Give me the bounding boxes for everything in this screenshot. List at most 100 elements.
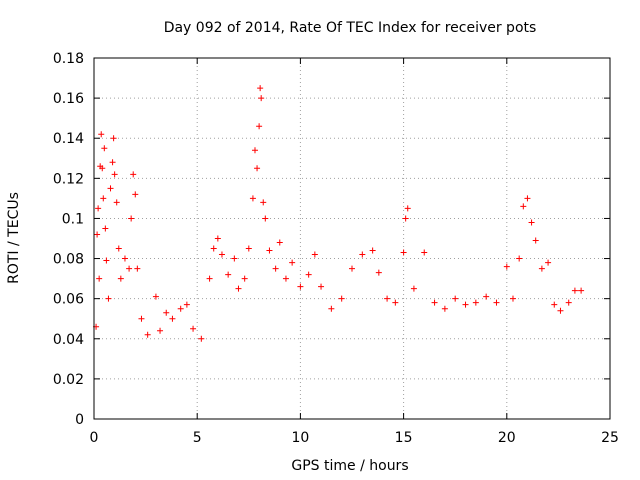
data-point [282, 275, 289, 282]
data-point [103, 257, 110, 264]
data-point [431, 299, 438, 306]
data-point [297, 283, 304, 290]
data-point [462, 301, 469, 308]
data-point [117, 275, 124, 282]
data-point [235, 285, 242, 292]
data-point [262, 215, 269, 222]
data-point [258, 95, 265, 102]
y-tick-label: 0.14 [53, 131, 84, 147]
data-point [169, 315, 176, 322]
data-point [134, 265, 141, 272]
data-point [328, 305, 335, 312]
y-tick-label: 0.18 [53, 51, 84, 67]
data-point [257, 85, 264, 92]
data-point [152, 293, 159, 300]
data-point [218, 251, 225, 258]
data-point [126, 265, 133, 272]
data-point [276, 239, 283, 246]
data-point [400, 249, 407, 256]
data-point [305, 271, 312, 278]
data-point [410, 285, 417, 292]
y-tick-label: 0 [75, 412, 84, 428]
data-point [254, 165, 261, 172]
data-point [503, 263, 510, 270]
data-point [359, 251, 366, 258]
data-point [101, 145, 108, 152]
data-point [144, 331, 151, 338]
data-point [98, 131, 105, 138]
y-tick-label: 0.02 [53, 372, 84, 388]
data-point [516, 255, 523, 262]
data-point [177, 305, 184, 312]
data-point [225, 271, 232, 278]
data-point [311, 251, 318, 258]
data-point [102, 225, 109, 232]
data-point [163, 309, 170, 316]
data-point [132, 191, 139, 198]
data-point [245, 245, 252, 252]
data-point [441, 305, 448, 312]
data-point [109, 159, 116, 166]
data-point [130, 171, 137, 178]
data-point [128, 215, 135, 222]
data-point [318, 283, 325, 290]
y-tick-label: 0.12 [53, 171, 84, 187]
data-point [545, 259, 552, 266]
data-point [99, 165, 106, 172]
data-point [214, 235, 221, 242]
data-point [266, 247, 273, 254]
data-point [251, 147, 258, 154]
y-tick-label: 0.16 [53, 91, 84, 107]
grid-lines [94, 58, 610, 419]
data-point [578, 287, 585, 294]
data-point [107, 185, 114, 192]
data-point [115, 245, 122, 252]
x-tick-label: 0 [90, 430, 99, 446]
data-point [532, 237, 539, 244]
data-point [483, 293, 490, 300]
y-tick-label: 0.08 [53, 252, 84, 268]
data-point [392, 299, 399, 306]
data-point [338, 295, 345, 302]
x-tick-label: 20 [498, 430, 516, 446]
data-point [272, 265, 279, 272]
data-point [404, 205, 411, 212]
data-point [493, 299, 500, 306]
data-point [524, 195, 531, 202]
x-tick-label: 5 [193, 430, 202, 446]
data-point [198, 335, 205, 342]
data-point [231, 255, 238, 262]
data-point [538, 265, 545, 272]
data-point [551, 301, 558, 308]
data-point [421, 249, 428, 256]
data-point [402, 215, 409, 222]
data-point [210, 245, 217, 252]
data-point [183, 301, 190, 308]
data-point [96, 275, 103, 282]
data-point [256, 123, 263, 130]
data-point [157, 327, 164, 334]
data-point [557, 307, 564, 314]
data-point [452, 295, 459, 302]
data-point [369, 247, 376, 254]
data-point [375, 269, 382, 276]
x-axis-title: GPS time / hours [291, 458, 408, 474]
y-tick-label: 0.1 [62, 211, 84, 227]
chart-title: Day 092 of 2014, Rate Of TEC Index for r… [164, 20, 537, 36]
y-tick-label: 0.06 [53, 292, 84, 308]
data-point [190, 325, 197, 332]
data-point [113, 199, 120, 206]
data-point [509, 295, 516, 302]
data-point [100, 195, 107, 202]
data-points [93, 85, 585, 342]
axes: 0 0.02 0.04 0.06 0.08 0.1 0.12 0.14 0.16 0.18 0 5 10… [53, 51, 619, 446]
data-point [110, 135, 117, 142]
data-point [94, 231, 101, 238]
y-axis-title: ROTI / TECUs [6, 192, 22, 284]
data-point [528, 219, 535, 226]
x-tick-label: 15 [395, 430, 413, 446]
plot-frame [93, 57, 611, 420]
y-tick-label: 0.04 [53, 332, 84, 348]
data-point [384, 295, 391, 302]
